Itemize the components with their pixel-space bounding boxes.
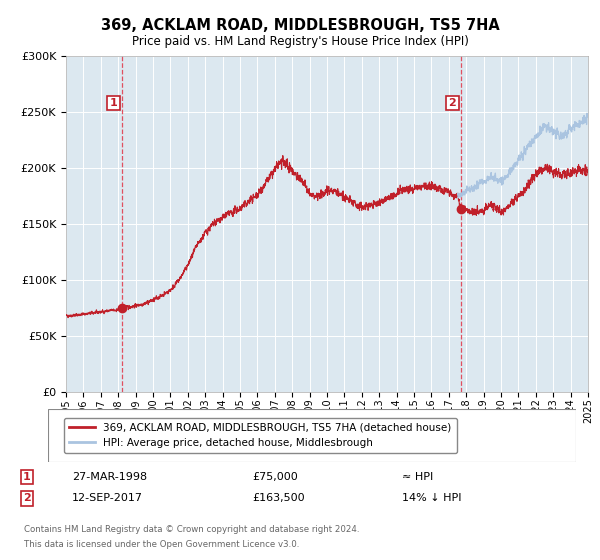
Text: 2: 2 [449, 98, 457, 108]
Text: Contains HM Land Registry data © Crown copyright and database right 2024.: Contains HM Land Registry data © Crown c… [24, 525, 359, 534]
Text: 14% ↓ HPI: 14% ↓ HPI [402, 493, 461, 503]
Text: 369, ACKLAM ROAD, MIDDLESBROUGH, TS5 7HA: 369, ACKLAM ROAD, MIDDLESBROUGH, TS5 7HA [101, 18, 499, 32]
Text: £75,000: £75,000 [252, 472, 298, 482]
Text: 2: 2 [23, 493, 31, 503]
FancyBboxPatch shape [48, 409, 576, 462]
Text: 1: 1 [23, 472, 31, 482]
Text: This data is licensed under the Open Government Licence v3.0.: This data is licensed under the Open Gov… [24, 540, 299, 549]
Text: ≈ HPI: ≈ HPI [402, 472, 433, 482]
Text: 12-SEP-2017: 12-SEP-2017 [72, 493, 143, 503]
Text: 1: 1 [110, 98, 118, 108]
Text: £163,500: £163,500 [252, 493, 305, 503]
Legend: 369, ACKLAM ROAD, MIDDLESBROUGH, TS5 7HA (detached house), HPI: Average price, d: 369, ACKLAM ROAD, MIDDLESBROUGH, TS5 7HA… [64, 418, 457, 453]
Text: 27-MAR-1998: 27-MAR-1998 [72, 472, 147, 482]
Text: Price paid vs. HM Land Registry's House Price Index (HPI): Price paid vs. HM Land Registry's House … [131, 35, 469, 49]
